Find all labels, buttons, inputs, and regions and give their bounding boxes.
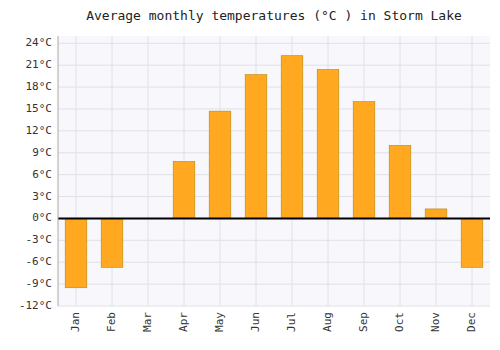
title: Average monthly temperatures (°C ) in St… <box>86 8 462 23</box>
x-tick-label: Aug <box>321 312 334 332</box>
y-tick-label: -9°C <box>26 277 53 290</box>
x-tick-label: Apr <box>177 312 190 332</box>
grid-line <box>58 218 490 219</box>
bar <box>281 56 303 219</box>
bar <box>353 102 375 219</box>
y-tick-label: 18°C <box>26 80 53 93</box>
grid-line <box>58 108 490 109</box>
y-tick-label: -12°C <box>19 299 52 312</box>
plot-area <box>58 36 490 306</box>
y-tick-label: 9°C <box>32 146 52 159</box>
y-tick-label: 6°C <box>32 168 52 181</box>
bar <box>425 209 447 218</box>
x-tick-label: Mar <box>141 312 154 332</box>
x-tick-label: Oct <box>393 312 406 332</box>
y-tick-label: 0°C <box>32 211 52 224</box>
baseline <box>58 217 490 219</box>
y-tick-label: -3°C <box>26 233 53 246</box>
grid-line-x <box>436 36 437 306</box>
bar <box>173 162 195 219</box>
grid-line-x <box>148 36 149 306</box>
y-tick-label: 24°C <box>26 36 53 49</box>
bar <box>245 75 267 219</box>
grid-line <box>58 152 490 153</box>
bar <box>101 218 123 267</box>
bar <box>317 70 339 219</box>
grid-line <box>58 174 490 175</box>
bar <box>461 218 483 267</box>
grid-line <box>58 284 490 285</box>
chart: -12°C -9°C -6°C -3°C 0°C 3°C 6°C 9°C 12°C 15°C 18°… <box>0 0 500 350</box>
grid-line <box>58 130 490 131</box>
y-tick-label: 21°C <box>26 58 53 71</box>
x-tick-label: Sep <box>357 312 370 332</box>
x-tick-label: Feb <box>105 312 118 332</box>
y-tick-label: -6°C <box>26 255 53 268</box>
x-tick-label: May <box>213 312 226 332</box>
bar <box>65 218 87 287</box>
y-tick-label: 15°C <box>26 102 53 115</box>
bar <box>209 111 231 218</box>
x-tick-label: Dec <box>465 312 478 332</box>
grid-line <box>58 196 490 197</box>
x-tick-label: Jul <box>285 312 298 332</box>
y-axis <box>58 36 59 306</box>
x-tick-label: Jan <box>69 312 82 332</box>
y-tick-label: 12°C <box>26 124 53 137</box>
grid-line <box>58 43 490 44</box>
grid-line <box>58 306 490 307</box>
bar <box>389 145 411 218</box>
y-tick-label: 3°C <box>32 190 52 203</box>
bars <box>65 56 483 288</box>
grid <box>58 36 490 306</box>
x-tick-label: Nov <box>429 312 442 332</box>
x-tick-label: Jun <box>249 312 262 332</box>
grid-line <box>58 65 490 66</box>
grid-line <box>58 87 490 88</box>
